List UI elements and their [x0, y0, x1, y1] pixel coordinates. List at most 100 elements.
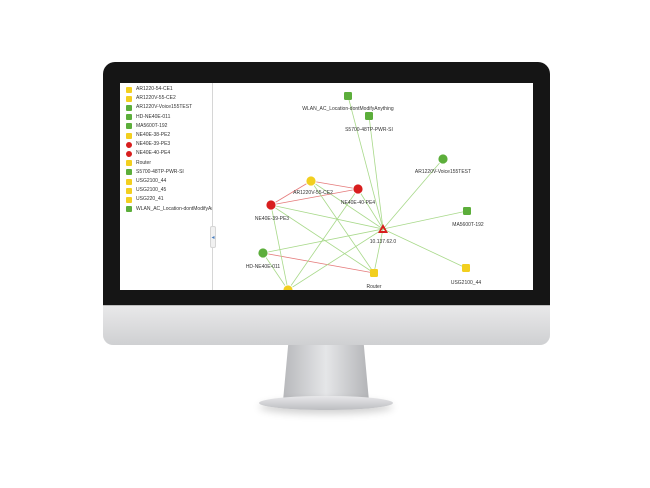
topology-node[interactable]: USG2100_44 — [451, 264, 482, 286]
topology-node[interactable]: 10.137.62.0 — [370, 224, 397, 245]
link-normal[interactable] — [382, 228, 467, 269]
topology-node[interactable]: Router — [366, 269, 382, 290]
network-hub-icon — [378, 224, 388, 233]
tree-item-label: NE40E-38-PE2 — [136, 132, 171, 138]
tree-item[interactable]: AR1220-54-CE1 — [126, 85, 173, 94]
tree-item[interactable]: NE40E-39-PE3 — [126, 140, 170, 149]
topology-node[interactable] — [282, 284, 294, 290]
node-label: HD-NE40E-011 — [246, 264, 281, 270]
tree-item[interactable]: USG220_41 — [126, 195, 164, 204]
tree-item[interactable]: S5700-48TP-PWR-SI — [126, 168, 184, 177]
tree-item[interactable]: HD-NE40E-011 — [126, 113, 170, 122]
router-icon — [282, 284, 294, 290]
topology-node[interactable]: HD-NE40E-011 — [246, 247, 281, 270]
tree-item[interactable]: NE40E-40-PE4 — [126, 149, 170, 158]
tree-item-label: AR1220V-55-CE2 — [136, 95, 176, 102]
node-label: NE40E-40-PE4 — [341, 200, 375, 206]
tree-item-label: HD-NE40E-011 — [136, 113, 171, 120]
device-status-icon — [126, 104, 132, 111]
monitor-base — [259, 396, 393, 410]
link-normal[interactable] — [310, 180, 375, 274]
link-normal[interactable] — [262, 252, 289, 290]
link-normal[interactable] — [382, 158, 444, 230]
topology-node[interactable]: AR1220V-55-CE2 — [293, 175, 333, 196]
olt-icon — [463, 207, 471, 215]
tree-item-label: Router — [136, 159, 152, 166]
node-label: Router — [366, 284, 381, 290]
tree-item[interactable]: WLAN_AC_Location-dontModifyAnything — [126, 205, 212, 214]
router-icon — [437, 153, 449, 165]
router-icon — [265, 199, 277, 211]
device-status-icon — [126, 169, 132, 176]
link-normal[interactable] — [347, 95, 384, 230]
device-status-icon — [126, 141, 132, 148]
device-status-icon — [126, 132, 132, 139]
server-icon — [370, 269, 378, 277]
topology-node[interactable]: WLAN_AC_Location-dontModifyAnything — [302, 92, 394, 112]
tree-item-label: AR1220V-Voice155TEST — [136, 104, 193, 111]
link-alarm[interactable] — [270, 188, 359, 206]
link-normal[interactable] — [368, 115, 384, 230]
tree-item[interactable]: AR1220V-Voice155TEST — [126, 103, 192, 112]
tree-item[interactable]: NE40E-38-PE2 — [126, 131, 170, 140]
tree-item[interactable]: Router — [126, 159, 151, 168]
tree-item-label: USG220_41 — [136, 196, 164, 203]
device-status-icon — [126, 123, 132, 130]
link-alarm[interactable] — [270, 180, 312, 206]
node-label: AR1220V-Voice155TEST — [415, 169, 471, 175]
node-label: AR1220V-55-CE2 — [293, 190, 333, 196]
device-status-icon — [126, 178, 132, 185]
device-status-icon — [126, 114, 132, 121]
tree-item-label: NE40E-39-PE3 — [136, 141, 171, 148]
node-label: S5700-48TP-PWR-SI — [345, 127, 393, 133]
device-tree-panel: AR1220-54-CE1 AR1220V-55-CE2 AR1220V-Voice… — [120, 83, 213, 290]
node-label: MA5600T-192 — [452, 222, 484, 228]
tree-item-label: USG2100_45 — [136, 187, 167, 194]
link-normal[interactable] — [262, 228, 384, 254]
tree-item[interactable]: USG2100_44 — [126, 177, 166, 186]
link-normal[interactable] — [270, 204, 384, 230]
link-normal[interactable] — [270, 204, 289, 290]
router-icon — [352, 183, 364, 195]
tree-item-label: WLAN_AC_Location-dontModifyAnything — [136, 205, 212, 212]
topology-node[interactable]: AR1220V-Voice155TEST — [415, 153, 471, 175]
node-label: 10.137.62.0 — [370, 239, 397, 245]
tree-item[interactable]: AR1220V-55-CE2 — [126, 94, 176, 103]
monitor-chin — [103, 305, 550, 345]
firewall-icon — [462, 264, 470, 272]
tree-item-label: MA5600T-192 — [136, 122, 168, 129]
tree-item[interactable]: USG2100_45 — [126, 186, 166, 195]
ac-controller-icon — [344, 92, 352, 100]
link-normal[interactable] — [373, 228, 384, 274]
device-status-icon — [126, 86, 132, 93]
tree-item[interactable]: MA5600T-192 — [126, 122, 167, 131]
router-icon — [305, 175, 317, 187]
router-icon — [257, 247, 269, 259]
device-status-icon — [126, 95, 132, 102]
topology-node[interactable]: MA5600T-192 — [452, 207, 484, 228]
link-normal[interactable] — [270, 204, 375, 274]
link-normal[interactable] — [287, 188, 359, 290]
link-normal[interactable] — [357, 188, 384, 230]
device-status-icon — [126, 150, 132, 157]
monitor-stand — [283, 345, 369, 401]
topology-node[interactable]: S5700-48TP-PWR-SI — [345, 112, 393, 133]
collapse-panel-button[interactable]: ◂ — [210, 226, 216, 248]
topology-node[interactable]: NE40E-40-PE4 — [341, 183, 375, 206]
link-normal[interactable] — [287, 228, 384, 290]
topology-canvas[interactable]: WLAN_AC_Location-dontModifyAnything S5700… — [120, 83, 533, 290]
switch-icon — [365, 112, 373, 120]
app-screen: AR1220-54-CE1 AR1220V-55-CE2 AR1220V-Voice… — [120, 83, 533, 290]
device-status-icon — [126, 196, 132, 203]
node-label: NE40E-39-PE3 — [255, 216, 289, 222]
tree-item-label: AR1220-54-CE1 — [136, 86, 173, 92]
device-status-icon — [126, 206, 132, 213]
node-label: WLAN_AC_Location-dontModifyAnything — [302, 106, 394, 112]
tree-item-label: S5700-48TP-PWR-SI — [136, 168, 184, 175]
device-status-icon — [126, 187, 132, 194]
link-normal[interactable] — [382, 210, 468, 230]
tree-item-label: USG2100_44 — [136, 178, 167, 184]
tree-item-label: NE40E-40-PE4 — [136, 150, 171, 157]
topology-node[interactable]: NE40E-39-PE3 — [255, 199, 289, 222]
link-alarm[interactable] — [310, 180, 359, 190]
